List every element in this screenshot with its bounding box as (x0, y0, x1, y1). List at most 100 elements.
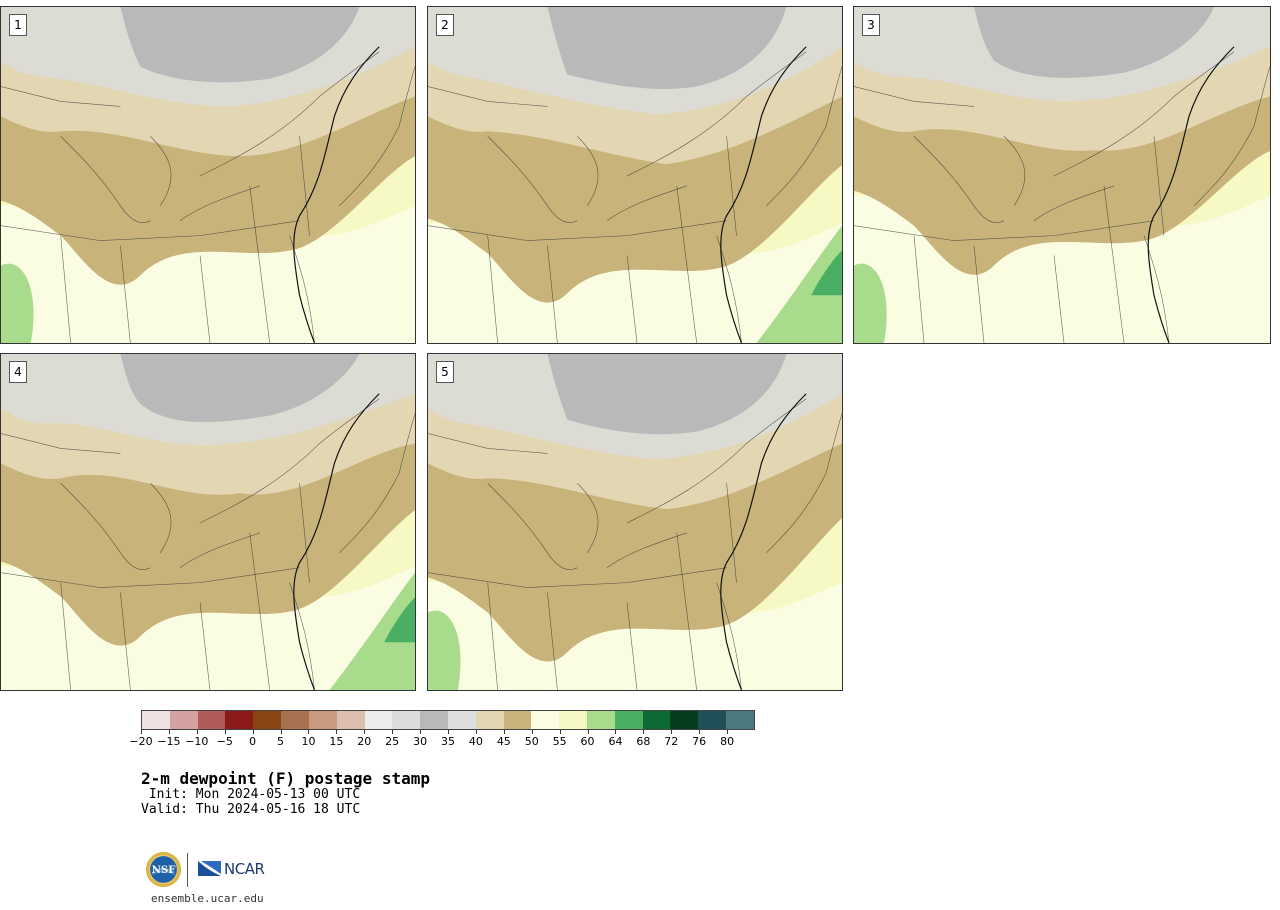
boundary-line (854, 220, 1155, 241)
boundary-line (428, 86, 548, 107)
colorbar-tick-label: 80 (720, 735, 735, 748)
colorbar-segment (142, 711, 170, 729)
colorbar-segment (559, 711, 587, 729)
nsf-seal-rays (145, 851, 182, 888)
boundary-line (626, 398, 807, 524)
boundary-line (199, 602, 211, 690)
boundary-line (726, 483, 737, 583)
boundary-line (606, 532, 687, 568)
boundary-line (1053, 255, 1065, 343)
boundary-line (676, 532, 697, 690)
boundary-line (428, 220, 727, 241)
colorbar-tick-label: 20 (357, 735, 372, 748)
colorbar-tick (364, 730, 366, 734)
boundary-line (120, 245, 131, 343)
colorbar-tick (727, 730, 729, 734)
colorbar-tick-label: −15 (157, 735, 181, 748)
boundary-line (199, 255, 211, 343)
boundary-line (1103, 185, 1125, 343)
boundary-line (299, 483, 310, 583)
dewpoint-zone-64-68 (384, 597, 415, 643)
dewpoint-map (428, 354, 842, 690)
colorbar-tick-label: 0 (249, 735, 257, 748)
dewpoint-zone-30-35 (974, 7, 1214, 78)
dewpoint-zone-30-35 (547, 354, 787, 435)
colorbar-segment (531, 711, 560, 729)
coastline (293, 393, 380, 690)
colorbar-tick-label: 30 (413, 735, 428, 748)
dewpoint-map (1, 7, 415, 343)
colorbar-tick-label: 55 (552, 735, 567, 748)
boundary-line (339, 66, 415, 207)
boundary-line (487, 582, 498, 690)
map-panel-2: 2 (427, 6, 843, 344)
boundary-line (428, 567, 727, 588)
colorbar-tick (336, 730, 338, 734)
colorbar-tick-label: 10 (301, 735, 316, 748)
boundary-line (60, 483, 151, 570)
colorbar-tick (587, 730, 589, 734)
boundary-line (547, 245, 558, 343)
boundary-line (60, 136, 151, 223)
colorbar-tick (168, 730, 170, 734)
boundary-line (179, 532, 260, 568)
colorbar-tick-label: 5 (277, 735, 285, 748)
dewpoint-zone-60-64 (1, 263, 34, 343)
colorbar-tick (392, 730, 394, 734)
colorbar-segment (670, 711, 699, 729)
dewpoint-zone-60-64 (428, 610, 461, 690)
colorbar-segment (447, 711, 476, 729)
boundary-line (1, 86, 121, 107)
nsf-logo-text: NSF (152, 864, 177, 876)
coastline (720, 46, 807, 343)
dewpoint-map (1, 354, 415, 690)
colorbar-segment (475, 711, 504, 729)
dewpoint-zone-60-64 (329, 572, 415, 690)
colorbar-tick (699, 730, 701, 734)
init-time: Init: Mon 2024-05-13 00 UTC (141, 787, 361, 802)
boundary-line (150, 483, 172, 553)
colorbar-tick-label: 50 (524, 735, 539, 748)
panel-number-label: 1 (9, 14, 27, 36)
colorbar-tick-label: 35 (441, 735, 455, 748)
colorbar-segment (420, 711, 448, 729)
colorbar-tick-label: 40 (468, 735, 483, 748)
boundary-line (487, 235, 498, 343)
colorbar-segment (169, 711, 198, 729)
colorbar-tick-label: 60 (580, 735, 595, 748)
colorbar-segment (197, 711, 226, 729)
boundary-line (487, 483, 578, 570)
colorbar (141, 710, 755, 730)
colorbar-tick (643, 730, 645, 734)
colorbar-tick-label: −5 (216, 735, 233, 748)
boundary-line (1143, 235, 1170, 343)
colorbar-tick (280, 730, 282, 734)
boundary-line (249, 532, 270, 690)
nsf-logo: NSF (145, 851, 182, 888)
map-panel-1: 1 (0, 6, 416, 344)
colorbar-segment (698, 711, 727, 729)
colorbar-tick (531, 730, 533, 734)
coastline (293, 46, 380, 343)
colorbar-tick (308, 730, 310, 734)
coastline (720, 393, 807, 690)
colorbar-tick-label: 25 (385, 735, 400, 748)
boundary-line (249, 185, 270, 343)
dewpoint-zone-64-68 (811, 250, 842, 296)
colorbar-segment (281, 711, 309, 729)
colorbar-segment (614, 711, 643, 729)
boundary-line (339, 413, 415, 554)
colorbar-tick-label: 45 (496, 735, 511, 748)
colorbar-tick (671, 730, 673, 734)
boundary-line (626, 51, 807, 177)
colorbar-segment (726, 711, 754, 729)
colorbar-segment (503, 711, 532, 729)
coastline (1147, 46, 1235, 343)
boundary-line (289, 235, 315, 343)
colorbar-tick (559, 730, 561, 734)
ncar-logo-text: NCAR (224, 860, 265, 878)
boundary-line (766, 413, 842, 554)
boundary-line (577, 136, 599, 206)
dewpoint-zone-60-64 (756, 225, 842, 343)
panel-number-label: 5 (436, 361, 454, 383)
